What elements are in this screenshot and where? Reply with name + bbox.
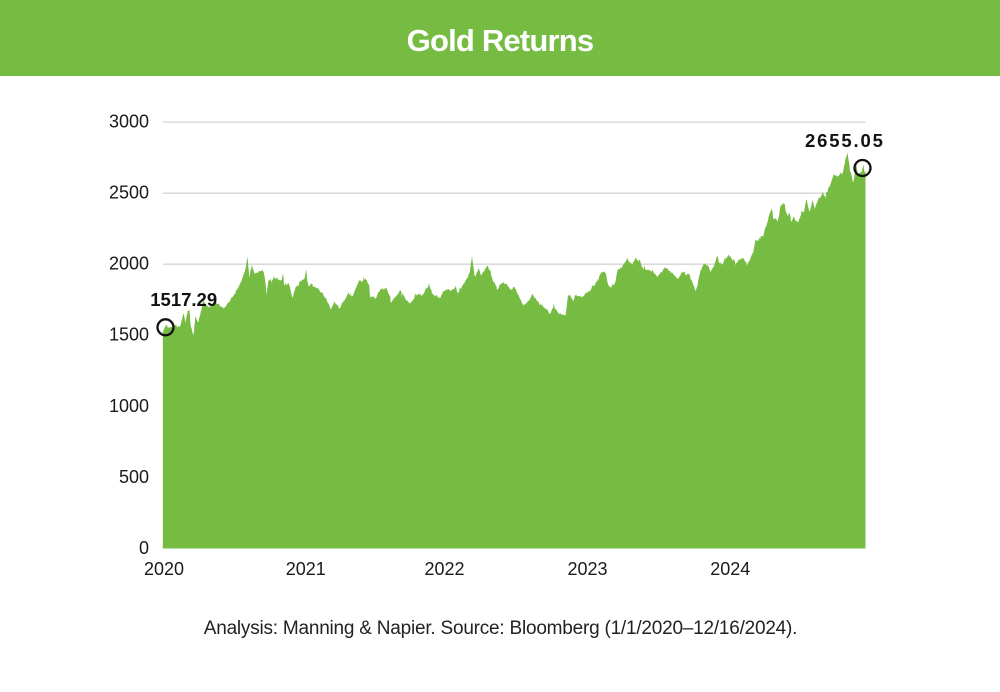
svg-text:2000: 2000 (109, 254, 149, 274)
svg-text:2655.05: 2655.05 (805, 130, 885, 151)
svg-text:1000: 1000 (109, 396, 149, 416)
svg-text:1500: 1500 (109, 325, 149, 345)
svg-text:2024: 2024 (710, 559, 750, 579)
svg-text:2500: 2500 (109, 183, 149, 203)
svg-text:1517.29: 1517.29 (150, 289, 217, 310)
svg-text:500: 500 (119, 467, 149, 487)
svg-text:2022: 2022 (424, 559, 464, 579)
svg-text:2023: 2023 (567, 559, 607, 579)
svg-text:2020: 2020 (144, 559, 184, 579)
svg-text:3000: 3000 (109, 112, 149, 132)
svg-text:0: 0 (139, 538, 149, 558)
svg-text:Analysis: Manning & Napier. So: Analysis: Manning & Napier. Source: Bloo… (204, 618, 797, 639)
svg-text:2021: 2021 (286, 559, 326, 579)
